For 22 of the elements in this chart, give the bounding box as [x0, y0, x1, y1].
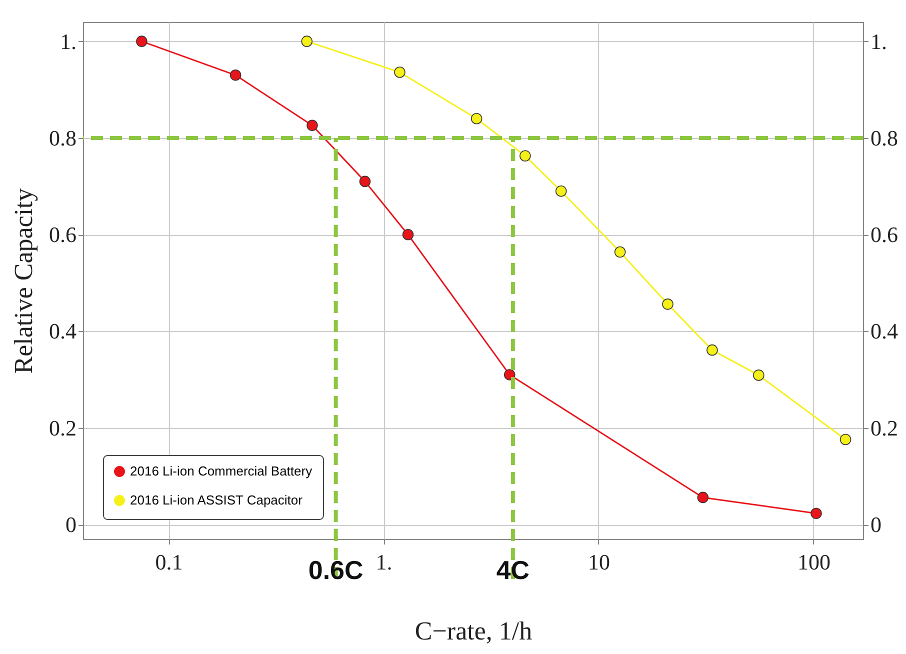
x-tick-label: 100 [797, 550, 830, 574]
y2-tick-label: 0.8 [870, 125, 898, 150]
y2-tick-label: 0.4 [870, 318, 898, 344]
x-tick-label: 0.1 [155, 550, 183, 574]
y-tick-label: 0.8 [49, 125, 76, 150]
y-tick-label: 1. [60, 28, 76, 54]
y-tick-label: 0.4 [49, 318, 76, 344]
y-tick-label: 0 [66, 512, 76, 538]
x-axis-title: C−rate, 1/h [414, 616, 532, 646]
ref-line-label: 0.6C [308, 555, 364, 585]
legend-label: 2016 Li-ion Commercial Battery [130, 464, 313, 478]
y-tick-label: 0.2 [49, 415, 76, 440]
y-axis-title: Relative Capacity [9, 188, 38, 374]
x-tick-label: 1. [376, 550, 392, 574]
y2-tick-label: 0 [870, 512, 882, 538]
ref-line-label: 4C [496, 555, 530, 585]
y2-tick-label: 0.2 [870, 415, 898, 440]
y2-tick-label: 1. [870, 28, 887, 54]
legend-label: 2016 Li-ion ASSIST Capacitor [130, 492, 304, 508]
y-tick-label: 0.6 [49, 222, 76, 248]
x-tick-label: 10 [588, 550, 610, 574]
y2-tick-label: 0.6 [870, 222, 898, 248]
